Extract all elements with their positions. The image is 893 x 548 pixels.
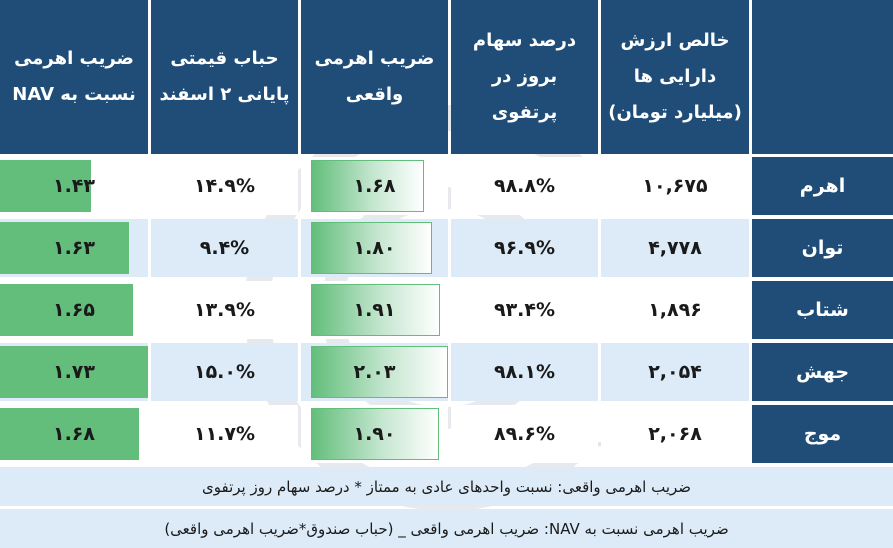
cell-tavan-leverage: ۱.۸۰: [301, 219, 448, 277]
databar-leverage-shetab: [311, 284, 440, 336]
footnote-1: ضریب اهرمی واقعی: نسبت واحدهای عادی به م…: [0, 467, 893, 506]
databar-leverage-mowj: [311, 408, 439, 460]
cell-value: ۱.۶۸: [353, 175, 396, 197]
databar-nav-leverage-ahrom: [0, 160, 91, 212]
cell-jahesh-bubble: ۱۵.۰%: [151, 343, 298, 401]
column-header-2: درصد سهام بروز در پرتفوی: [451, 0, 598, 154]
column-header-1: خالص ارزش دارایی ها (میلیارد تومان): [601, 0, 749, 154]
cell-value: ۹۸.۱%: [493, 361, 556, 383]
cell-value: ۱.۹۰: [353, 423, 396, 445]
cell-ahrom-nav: ۱۰,۶۷۵: [601, 157, 749, 215]
cell-mowj-stock_pct: ۸۹.۶%: [451, 405, 598, 463]
row-label-mowj: موج: [752, 405, 893, 463]
databar-leverage-jahesh: [311, 346, 448, 398]
cell-shetab-bubble: ۱۳.۹%: [151, 281, 298, 339]
cell-value: ۱.۸۰: [353, 237, 396, 259]
cell-mowj-bubble: ۱۱.۷%: [151, 405, 298, 463]
cell-value: ۲,۰۵۴: [648, 361, 702, 383]
cell-value: ۹۳.۴%: [493, 299, 556, 321]
cell-value: ۸۹.۶%: [493, 423, 556, 445]
cell-value: ۱,۸۹۶: [648, 299, 702, 321]
cell-value: ۲,۰۶۸: [648, 423, 702, 445]
header-corner: [752, 0, 893, 154]
cell-jahesh-leverage: ۲.۰۳: [301, 343, 448, 401]
cell-value: ۱۳.۹%: [193, 299, 256, 321]
cell-value: ۴,۷۷۸: [648, 237, 702, 259]
cell-jahesh-nav_leverage: ۱.۷۳: [0, 343, 148, 401]
cell-value: ۱۰,۶۷۵: [642, 175, 708, 197]
cell-mowj-nav: ۲,۰۶۸: [601, 405, 749, 463]
column-header-4: حباب قیمتی پایانی ۲ اسفند: [151, 0, 298, 154]
databar-nav-leverage-tavan: [0, 222, 129, 274]
row-label-jahesh: جهش: [752, 343, 893, 401]
row-label-shetab: شتاب: [752, 281, 893, 339]
databar-leverage-tavan: [311, 222, 432, 274]
cell-jahesh-nav: ۲,۰۵۴: [601, 343, 749, 401]
cell-shetab-nav_leverage: ۱.۶۵: [0, 281, 148, 339]
row-label-ahrom: اهرم: [752, 157, 893, 215]
cell-value: ۱.۴۳: [52, 175, 95, 197]
row-label-tavan: توان: [752, 219, 893, 277]
cell-value: ۱.۹۱: [353, 299, 396, 321]
cell-ahrom-stock_pct: ۹۸.۸%: [451, 157, 598, 215]
cell-tavan-bubble: ۹.۴%: [151, 219, 298, 277]
cell-value: ۹.۴%: [199, 237, 250, 259]
cell-value: ۱۱.۷%: [193, 423, 256, 445]
cell-jahesh-stock_pct: ۹۸.۱%: [451, 343, 598, 401]
cell-value: ۱۴.۹%: [193, 175, 256, 197]
column-header-3: ضریب اهرمی واقعی: [301, 0, 448, 154]
databar-leverage-ahrom: [311, 160, 424, 212]
cell-tavan-nav_leverage: ۱.۶۳: [0, 219, 148, 277]
cell-tavan-stock_pct: ۹۶.۹%: [451, 219, 598, 277]
footnote-2: ضریب اهرمی نسبت به NAV: ضریب اهرمی واقعی…: [0, 509, 893, 548]
databar-nav-leverage-jahesh: [0, 346, 148, 398]
cell-ahrom-nav_leverage: ۱.۴۳: [0, 157, 148, 215]
databar-nav-leverage-mowj: [0, 408, 139, 460]
databar-nav-leverage-shetab: [0, 284, 133, 336]
column-header-5: ضریب اهرمی نسبت به NAV: [0, 0, 148, 154]
cell-value: ۹۸.۸%: [493, 175, 556, 197]
cell-shetab-leverage: ۱.۹۱: [301, 281, 448, 339]
cell-value: ۱.۶۳: [52, 237, 95, 259]
cell-value: ۱.۶۸: [52, 423, 95, 445]
cell-value: ۲.۰۳: [353, 361, 396, 383]
cell-value: ۱۵.۰%: [193, 361, 256, 383]
cell-mowj-leverage: ۱.۹۰: [301, 405, 448, 463]
cell-shetab-stock_pct: ۹۳.۴%: [451, 281, 598, 339]
cell-ahrom-leverage: ۱.۶۸: [301, 157, 448, 215]
cell-value: ۱.۷۳: [52, 361, 95, 383]
cell-shetab-nav: ۱,۸۹۶: [601, 281, 749, 339]
cell-tavan-nav: ۴,۷۷۸: [601, 219, 749, 277]
cell-ahrom-bubble: ۱۴.۹%: [151, 157, 298, 215]
cell-mowj-nav_leverage: ۱.۶۸: [0, 405, 148, 463]
cell-value: ۹۶.۹%: [493, 237, 556, 259]
cell-value: ۱.۶۵: [52, 299, 95, 321]
